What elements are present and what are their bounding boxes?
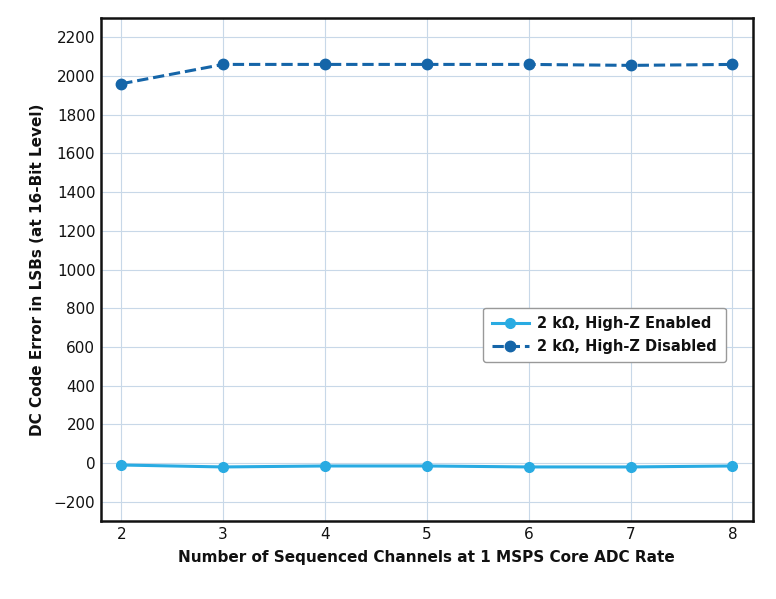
2 kΩ, High-Z Enabled (625, 464, 635, 471)
2 kΩ, High-Z Disabled (219, 61, 228, 68)
Line: 2 kΩ, High-Z Disabled: 2 kΩ, High-Z Disabled (116, 59, 737, 89)
2 kΩ, High-Z Disabled (728, 61, 737, 68)
2 kΩ, High-Z Enabled (219, 464, 228, 471)
2 kΩ, High-Z Enabled (116, 461, 126, 468)
Line: 2 kΩ, High-Z Enabled: 2 kΩ, High-Z Enabled (116, 460, 737, 472)
Legend: 2 kΩ, High-Z Enabled, 2 kΩ, High-Z Disabled: 2 kΩ, High-Z Enabled, 2 kΩ, High-Z Disab… (483, 307, 726, 362)
2 kΩ, High-Z Enabled (524, 464, 533, 471)
2 kΩ, High-Z Disabled (422, 61, 431, 68)
2 kΩ, High-Z Disabled (625, 62, 635, 69)
Y-axis label: DC Code Error in LSBs (at 16-Bit Level): DC Code Error in LSBs (at 16-Bit Level) (30, 104, 45, 435)
2 kΩ, High-Z Enabled (422, 462, 431, 470)
2 kΩ, High-Z Disabled (320, 61, 330, 68)
2 kΩ, High-Z Enabled (320, 462, 330, 470)
X-axis label: Number of Sequenced Channels at 1 MSPS Core ADC Rate: Number of Sequenced Channels at 1 MSPS C… (178, 550, 675, 565)
2 kΩ, High-Z Disabled (116, 80, 126, 87)
2 kΩ, High-Z Enabled (728, 462, 737, 470)
2 kΩ, High-Z Disabled (524, 61, 533, 68)
